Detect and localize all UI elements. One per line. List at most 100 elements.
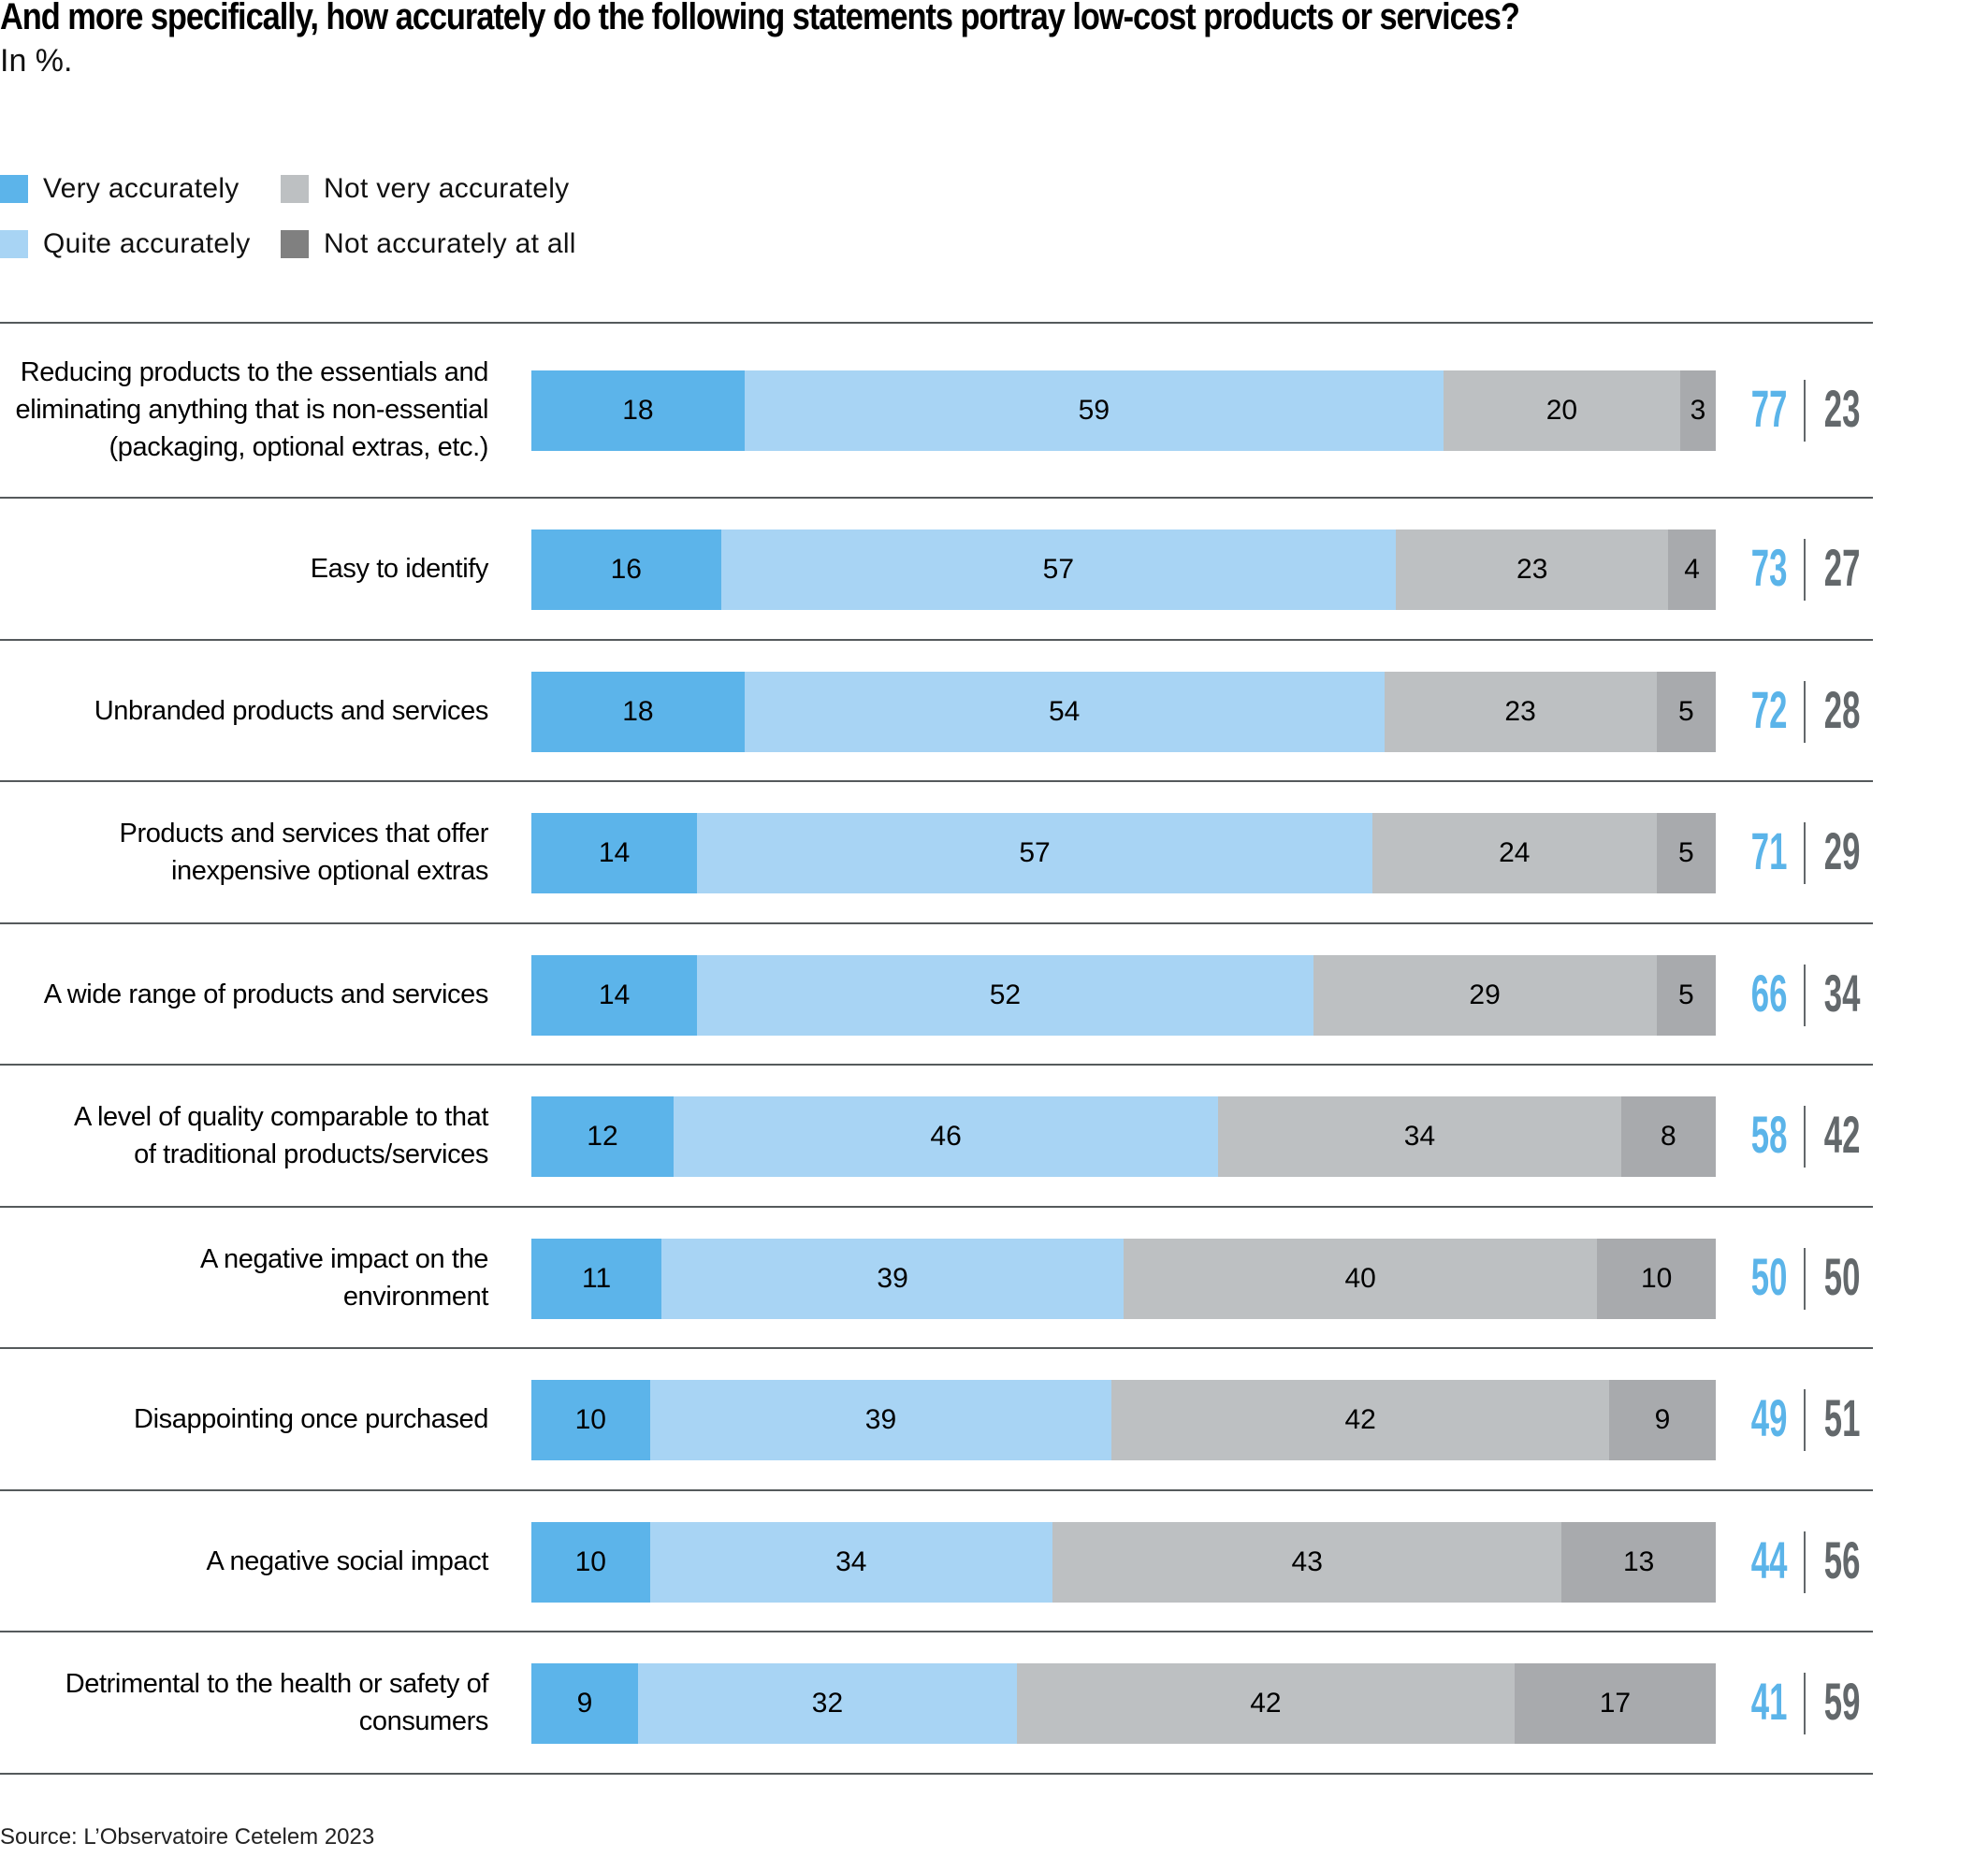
bar-segment-quite-accurately: 32 [637,1663,1018,1744]
total-accurate: 58 [1750,1105,1788,1164]
chart-subtitle: In %. [0,43,73,79]
row-divider [0,1631,1873,1632]
bar-segment-not-accurately-at-all: 5 [1656,954,1716,1036]
total-separator [1804,964,1806,1026]
total-not-accurate: 42 [1823,1105,1861,1164]
total-separator [1804,680,1806,743]
bar-value-label: 18 [622,395,654,426]
stacked-bar: 18 54 23 5 [531,671,1716,752]
bar-segment-quite-accurately: 46 [673,1096,1219,1177]
stacked-bar: 10 39 42 9 [531,1380,1716,1460]
category-label: Disappointing once purchased [0,1400,488,1438]
bar-segment-very-accurately: 10 [531,1521,650,1603]
category-label: A level of quality comparable to that of … [0,1098,488,1173]
total-accurate: 66 [1750,963,1788,1023]
total-accurate: 77 [1750,379,1788,438]
total-accurate: 41 [1750,1672,1788,1731]
category-label: A wide range of products and services [0,976,489,1013]
row-divider [0,322,1873,324]
bar-segment-not-very-accurately: 43 [1052,1521,1562,1603]
bar-segment-quite-accurately: 57 [720,530,1397,610]
bar-value-label: 34 [1403,1121,1436,1152]
bar-value-label: 23 [1516,554,1548,585]
stacked-bar: 16 57 23 4 [531,530,1716,610]
bar-value-label: 29 [1469,979,1501,1010]
row-divider [0,1488,1873,1491]
bar-value-label: 43 [1291,1545,1323,1577]
bar-segment-not-accurately-at-all: 17 [1514,1663,1716,1744]
bar-value-label: 23 [1504,695,1536,727]
category-label-line: A level of quality comparable to that [73,1102,488,1132]
category-label-line: Detrimental to the health or safety of [65,1669,489,1699]
bar-value-label: 8 [1660,1121,1676,1152]
row-divider [0,1347,1873,1349]
category-label-line: (packaging, optional extras, etc.) [109,432,488,462]
bar-value-label: 46 [930,1121,962,1152]
category-label-line: A negative impact on the [200,1243,488,1274]
total-accurate: 50 [1750,1246,1788,1306]
category-label-line: Reducing products to the essentials and [20,357,489,387]
category-label-line: Products and services that offer [119,819,489,849]
bar-segment-not-accurately-at-all: 9 [1609,1380,1716,1460]
total-not-accurate: 50 [1823,1246,1861,1306]
total-not-accurate: 34 [1823,963,1861,1023]
total-accurate: 44 [1750,1530,1788,1589]
row-divider [0,1205,1873,1208]
legend-item-quite-accurately: Quite accurately [0,228,251,259]
bar-segment-not-accurately-at-all: 8 [1620,1096,1716,1177]
bar-value-label: 9 [576,1688,593,1719]
bar-value-label: 12 [587,1121,618,1152]
bar-value-label: 57 [1042,554,1075,585]
legend-label: Very accurately [43,173,239,204]
bar-segment-quite-accurately: 34 [649,1521,1053,1603]
total-separator [1804,1106,1806,1168]
bar-segment-not-accurately-at-all: 3 [1680,370,1716,451]
bar-value-label: 39 [877,1262,908,1294]
stacked-bar: 11 39 40 10 [531,1238,1716,1319]
total-accurate: 71 [1750,821,1788,880]
bar-segment-quite-accurately: 59 [744,370,1444,451]
stacked-bar: 14 52 29 5 [531,954,1716,1036]
bar-value-label: 39 [864,1404,897,1435]
total-separator [1804,1673,1806,1734]
total-not-accurate: 27 [1823,538,1861,597]
legend-label: Not accurately at all [324,228,576,259]
bar-segment-very-accurately: 16 [531,530,721,610]
stacked-bar: 10 34 43 13 [531,1521,1716,1603]
category-label-line: A wide range of products and services [43,979,489,1009]
bar-segment-not-very-accurately: 23 [1384,671,1657,752]
stacked-bar: 18 59 20 3 [531,370,1716,451]
row-divider [0,497,1873,499]
bar-segment-not-accurately-at-all: 10 [1597,1238,1716,1319]
bar-segment-not-very-accurately: 20 [1443,370,1680,451]
total-accurate: 72 [1750,679,1788,739]
bar-value-label: 32 [811,1688,844,1719]
total-separator [1804,539,1806,601]
bar-segment-very-accurately: 18 [531,370,745,451]
category-label: Reducing products to the essentials and e… [0,354,488,466]
category-label-line: Disappointing once purchased [134,1404,488,1434]
bar-value-label: 18 [622,695,654,727]
bar-value-label: 10 [574,1545,606,1577]
bar-segment-very-accurately: 14 [531,813,698,893]
total-accurate: 73 [1750,538,1788,597]
bar-value-label: 40 [1344,1262,1376,1294]
stacked-bar: 14 57 24 5 [531,813,1716,893]
row-divider [0,638,1873,641]
bar-value-label: 54 [1049,695,1081,727]
legend-item-very-accurately: Very accurately [0,173,239,204]
legend-swatch-not-accurately-at-all [281,230,309,258]
bar-segment-not-very-accurately: 29 [1313,954,1657,1036]
bar-segment-very-accurately: 10 [531,1380,650,1460]
row-divider [0,1772,1873,1775]
legend-label: Not very accurately [324,173,570,204]
chart-title: And more specifically, how accurately do… [0,0,1520,37]
bar-segment-not-very-accurately: 40 [1123,1238,1598,1319]
bar-segment-not-very-accurately: 34 [1218,1096,1621,1177]
bar-segment-not-very-accurately: 24 [1371,813,1657,893]
bar-segment-not-very-accurately: 42 [1111,1380,1610,1460]
bar-value-label: 10 [1640,1262,1673,1294]
category-label: A negative impact on the environment [0,1240,488,1315]
bar-value-label: 16 [610,554,642,585]
legend-swatch-very-accurately [0,175,28,203]
